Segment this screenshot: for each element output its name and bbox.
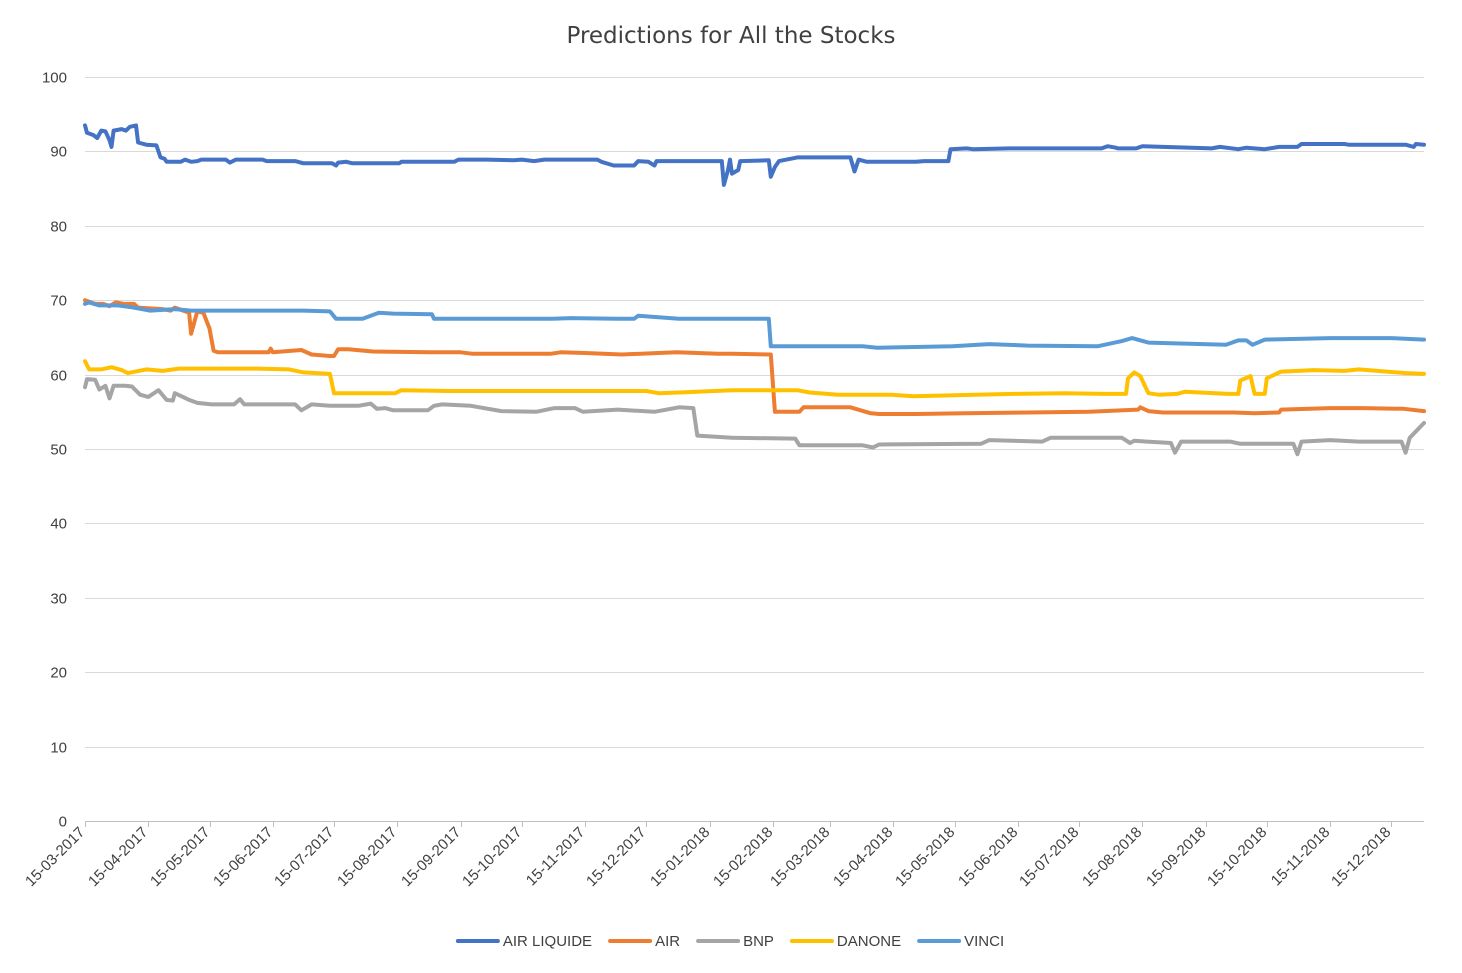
- x-tick-label: 15-06-2018: [955, 824, 1021, 890]
- x-tick-label: 15-11-2018: [1268, 824, 1333, 889]
- y-tick-label: 10: [50, 740, 67, 757]
- x-tick-label: 15-12-2018: [1328, 824, 1394, 890]
- series-line-vinci: [83, 300, 1426, 350]
- legend-label: AIR LIQUIDE: [503, 933, 592, 950]
- legend-label: BNP: [743, 933, 774, 950]
- y-tick-label: 50: [50, 442, 67, 459]
- x-tick-label: 15-05-2018: [892, 824, 958, 890]
- x-tick-label: 15-10-2017: [459, 824, 525, 890]
- series-line-bnp: [83, 377, 1426, 457]
- y-tick-label: 30: [50, 591, 67, 608]
- legend: AIR LIQUIDE AIR BNP DANONE VINCI: [455, 933, 1004, 950]
- y-tick-label: 60: [50, 368, 67, 385]
- legend-label: VINCI: [964, 933, 1004, 950]
- y-tick-label: 80: [50, 219, 67, 236]
- legend-label: AIR: [655, 933, 680, 950]
- x-tick-label: 15-04-2018: [830, 824, 896, 890]
- x-tick-label: 15-10-2018: [1204, 824, 1270, 890]
- series-line-air-liquide: [83, 123, 1426, 187]
- x-tick-label: 15-12-2017: [583, 824, 649, 890]
- legend-item: BNP: [696, 933, 774, 950]
- x-tick-label: 15-08-2018: [1079, 824, 1145, 890]
- x-tick-label: 15-05-2017: [147, 824, 213, 890]
- y-tick-label: 40: [50, 516, 67, 533]
- series-lines: [83, 123, 1426, 457]
- x-axis-ticks: 15-03-201715-04-201715-05-201715-06-2017…: [22, 821, 1394, 890]
- y-axis-ticks: 0 10 20 30 40 50 60 70 80 90 100: [42, 70, 67, 831]
- y-tick-label: 100: [42, 70, 67, 87]
- y-tick-label: 20: [50, 665, 67, 682]
- legend-item: DANONE: [789, 933, 901, 950]
- x-tick-label: 15-03-2017: [22, 824, 88, 890]
- x-tick-label: 15-09-2018: [1143, 824, 1209, 890]
- x-tick-label: 15-07-2018: [1016, 824, 1082, 890]
- x-tick-label: 15-09-2017: [398, 824, 464, 890]
- x-tick-label: 15-06-2017: [210, 824, 276, 890]
- legend-item: AIR LIQUIDE: [455, 933, 592, 950]
- x-tick-label: 15-02-2018: [710, 824, 776, 890]
- legend-item: VINCI: [917, 933, 1004, 950]
- y-tick-label: 0: [59, 814, 67, 831]
- x-tick-label: 15-11-2017: [523, 824, 588, 889]
- legend-label: DANONE: [837, 933, 901, 950]
- chart-title: Predictions for All the Stocks: [566, 23, 895, 49]
- x-tick-label: 15-04-2017: [85, 824, 151, 890]
- legend-item: AIR: [608, 933, 680, 950]
- y-tick-label: 90: [50, 144, 67, 161]
- y-tick-label: 70: [50, 293, 67, 310]
- x-tick-label: 15-01-2018: [647, 824, 713, 890]
- gridlines: [85, 77, 1424, 822]
- x-tick-label: 15-08-2017: [334, 824, 400, 890]
- x-tick-label: 15-03-2018: [767, 824, 833, 890]
- series-line-danone: [83, 359, 1426, 399]
- x-tick-label: 15-07-2017: [271, 824, 337, 890]
